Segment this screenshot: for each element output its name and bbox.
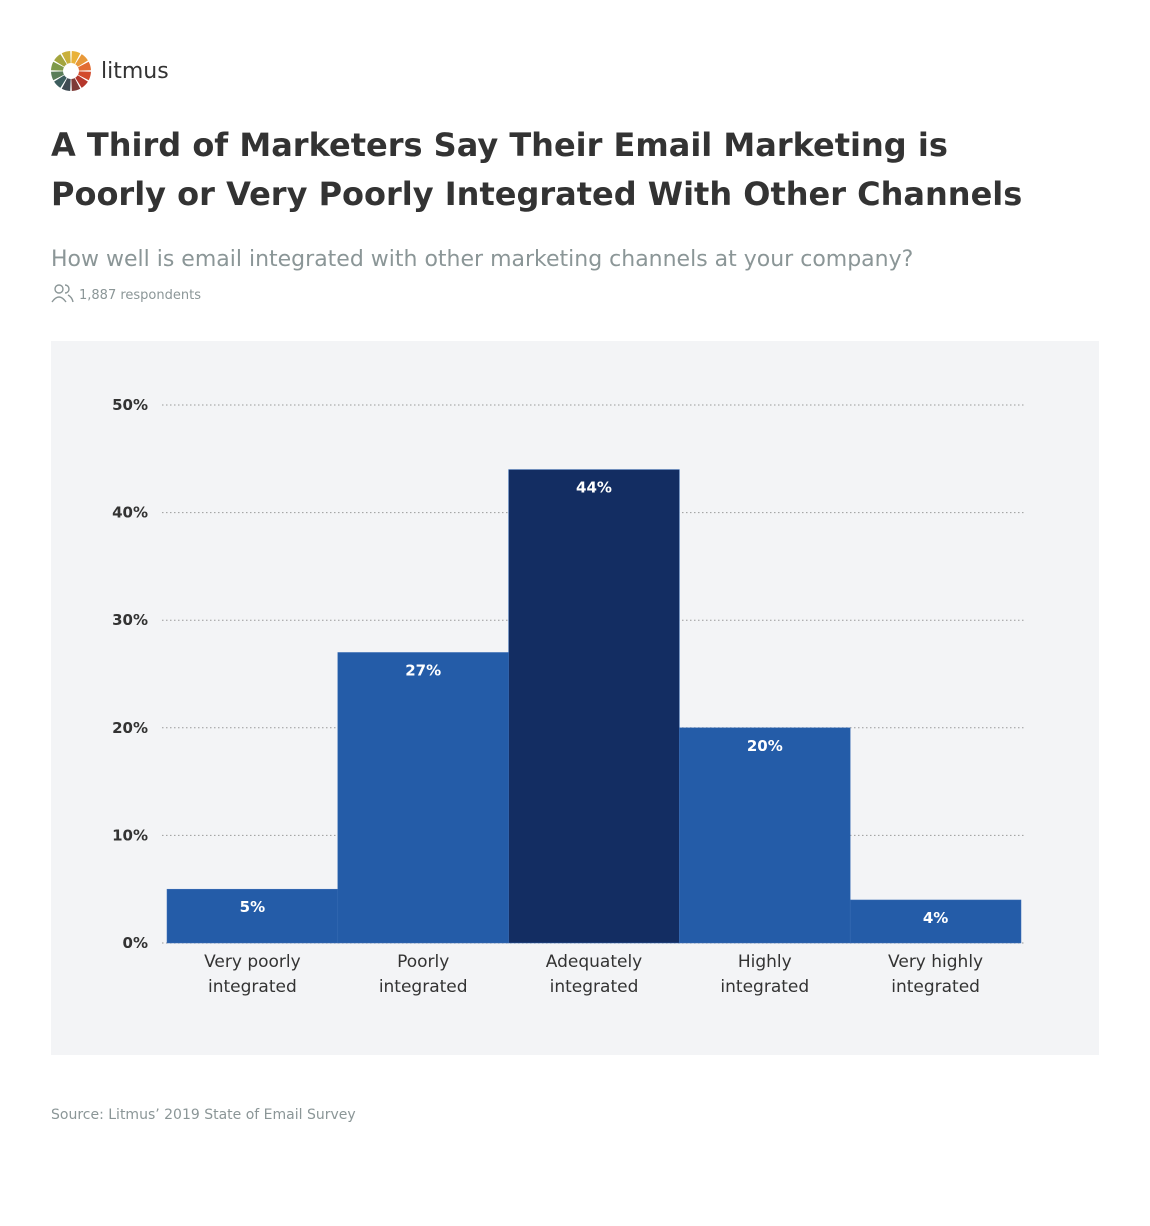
y-tick-label: 30% — [112, 611, 148, 629]
value-label: 4% — [923, 909, 948, 927]
value-label: 44% — [576, 479, 612, 497]
logo-segment — [51, 61, 64, 71]
y-tick-label: 40% — [112, 504, 148, 522]
x-tick-label: integrated — [550, 977, 639, 997]
logo-segment — [51, 71, 64, 81]
respondents: 1,887 respondents — [79, 288, 201, 303]
chart-subtitle: How well is email integrated with other … — [51, 247, 913, 272]
logo-segment — [61, 78, 71, 91]
logo-segment — [61, 51, 71, 64]
value-label: 20% — [747, 737, 783, 755]
logo-wheel — [51, 51, 91, 91]
bar — [679, 727, 851, 944]
x-tick-label: integrated — [720, 977, 809, 997]
x-tick-label: integrated — [379, 977, 468, 997]
x-tick-label: Very highly — [888, 952, 983, 972]
y-tick-label: 50% — [112, 396, 148, 414]
bar — [849, 899, 1022, 944]
value-label: 5% — [240, 898, 265, 916]
x-tick-label: integrated — [208, 977, 297, 997]
bar — [508, 469, 680, 944]
y-tick-label: 20% — [112, 719, 148, 737]
bar — [166, 888, 339, 944]
x-tick-label: Adequately — [546, 952, 642, 972]
chart-title: Poorly or Very Poorly Integrated With Ot… — [51, 175, 1022, 213]
x-tick-label: Poorly — [397, 952, 449, 972]
x-tick-label: integrated — [891, 977, 980, 997]
x-tick-label: Highly — [738, 952, 792, 972]
logo-segment — [71, 51, 81, 64]
logo-segment — [75, 75, 88, 88]
y-tick-label: 10% — [112, 826, 148, 844]
logo-segment — [78, 71, 91, 81]
logo-segment — [71, 78, 81, 91]
source-note: Source: Litmus’ 2019 State of Email Surv… — [51, 1107, 356, 1123]
logo-segment — [54, 54, 67, 67]
logo-segment — [78, 61, 91, 71]
x-tick-label: Very poorly — [204, 952, 301, 972]
bar — [337, 652, 509, 944]
value-label: 27% — [405, 661, 441, 679]
logo-segment — [54, 75, 67, 88]
chart-title: A Third of Marketers Say Their Email Mar… — [51, 126, 948, 164]
people-icon — [51, 284, 74, 303]
logo-segment — [75, 54, 88, 67]
y-tick-label: 0% — [123, 934, 148, 952]
brand-name: litmus — [101, 59, 169, 84]
